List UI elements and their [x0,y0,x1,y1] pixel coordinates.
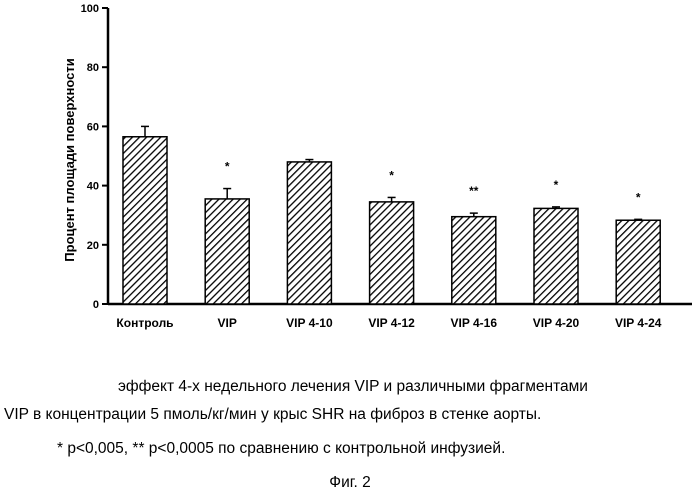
bar [368,201,415,305]
bar [615,219,661,305]
caption-line-2: VIP в концентрации 5 пмоль/кг/мин у крыс… [4,406,542,423]
x-tick-label: Контроль [116,316,173,330]
y-tick-label: 60 [87,121,99,133]
x-tick-label: VIP 4-24 [615,316,662,330]
significance-marker: * [225,160,230,174]
y-tick-label: 0 [93,299,99,311]
significance-marker: * [636,190,641,204]
significance-marker: * [389,168,394,182]
x-tick-label: VIP 4-10 [286,316,333,330]
significance-marker: ** [469,184,479,198]
y-axis-ticks: 0 20 40 60 80 100 [81,3,108,311]
bar [286,161,333,305]
x-tick-label: VIP 4-20 [533,316,580,330]
bar [204,198,250,305]
bar [122,136,168,305]
x-axis-labels: Контроль VIP VIP 4-10 VIP 4-12 VIP 4-16 VIP 4… [116,316,661,330]
bar [451,215,497,305]
significance-marker: * [554,178,559,192]
caption-line-1: эффект 4-х недельного лечения VIP и разл… [118,378,588,395]
bars-group: **** ** [122,125,661,305]
y-tick-label: 100 [81,3,99,15]
bar-chart: Процент площади поверхности 0 20 40 60 80 100… [62,3,692,330]
caption-significance-note: * p<0,005, ** p<0,0005 по сравнению с ко… [57,440,506,457]
bar [533,207,579,305]
x-tick-label: VIP 4-16 [451,316,498,330]
y-tick-label: 80 [87,62,99,74]
figure-label: Фиг. 2 [329,474,371,491]
x-tick-label: VIP 4-12 [368,316,415,330]
x-tick-label: VIP [218,316,237,330]
y-axis-label: Процент площади поверхности [62,58,77,261]
y-tick-label: 40 [87,181,99,193]
y-tick-label: 20 [87,240,99,252]
